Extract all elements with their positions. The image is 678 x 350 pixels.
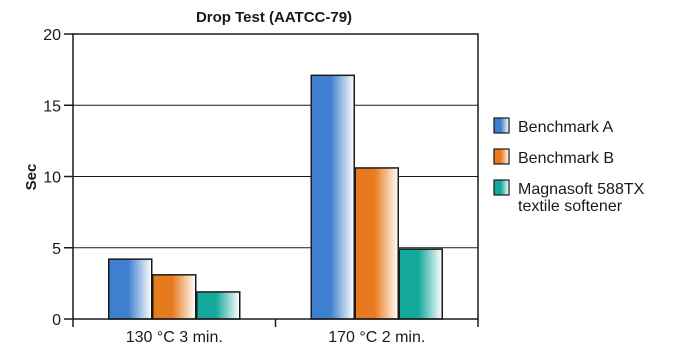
legend-swatch [493,148,510,165]
bar [152,274,197,320]
bars [108,74,443,320]
x-tick-label: 170 °C 2 min. [328,329,425,346]
y-tick-label: 15 [43,98,61,115]
axes: 0 5 10 15 20 130 °C 3 min. 170 °C 2 min. [43,27,479,346]
grid-lines [73,104,478,249]
legend-label: Benchmark B [518,150,614,167]
legend-swatch [493,117,510,134]
legend: Benchmark A Benchmark B Magnasoft 588TX tex… [493,117,645,215]
y-axis-label: Sec [23,164,40,191]
bar [398,248,443,320]
bar [196,291,241,320]
y-tick-label: 5 [52,241,61,258]
y-tick-label: 10 [43,170,61,187]
chart-title: Drop Test (AATCC-79) [196,9,352,26]
bar [354,167,399,320]
bar [310,74,355,320]
legend-label: Benchmark A [518,119,613,136]
y-tick-label: 0 [52,312,61,329]
y-tick-label: 20 [43,27,61,44]
legend-label: Magnasoft 588TX textile softener [518,181,645,215]
bar [108,258,153,320]
legend-swatch [493,179,510,196]
x-tick-label: 130 °C 3 min. [126,329,223,346]
